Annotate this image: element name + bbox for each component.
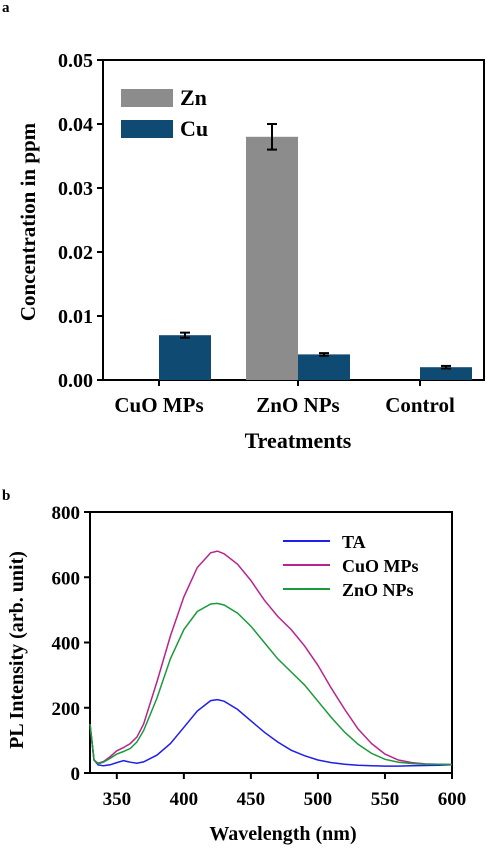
- line-chart-y-ticks: 0 200 400 600 800: [52, 503, 90, 785]
- bar-chart-bars: [159, 123, 472, 380]
- legend-label: Zn: [180, 85, 207, 110]
- panel-b-label: b: [2, 488, 10, 504]
- y-tick-label: 0.04: [58, 114, 93, 136]
- legend-label: Cu: [180, 116, 208, 141]
- legend-label: CuO MPs: [342, 556, 419, 576]
- legend-label: TA: [342, 532, 366, 552]
- bar-zn: [246, 136, 298, 380]
- y-tick-label: 400: [52, 634, 81, 655]
- x-tick-label: 450: [237, 789, 266, 810]
- line-chart-x-ticks: 350 400 450 500 550 600: [103, 773, 467, 810]
- bar-chart-legend: Zn Cu: [121, 85, 208, 141]
- y-tick-label: 0.01: [58, 306, 93, 328]
- series-line-ta: [89, 698, 453, 767]
- line-chart-lines: [89, 550, 453, 767]
- line-chart-frame: [89, 511, 453, 774]
- panel-a-label: a: [2, 0, 10, 16]
- bar-chart-x-axis-label: Treatments: [245, 428, 352, 453]
- y-tick-label: 800: [52, 503, 81, 524]
- line-chart: 0 200 400 600 800 350 400 450 500 550 600 TA CuO M…: [6, 503, 466, 845]
- legend-swatch-zn: [121, 89, 173, 107]
- legend-swatch-cu: [121, 120, 173, 138]
- y-tick-label: 0.00: [58, 370, 93, 392]
- y-tick-label: 200: [52, 699, 81, 720]
- x-tick-label: 600: [438, 789, 467, 810]
- bar-cu: [420, 367, 472, 380]
- line-chart-legend: TA CuO MPs ZnO NPs: [283, 532, 419, 600]
- y-tick-label: 0.05: [58, 50, 93, 72]
- bar-cu: [298, 354, 350, 380]
- x-tick-label: 500: [304, 789, 333, 810]
- x-tick-label: ZnO NPs: [256, 393, 339, 417]
- y-tick-label: 600: [52, 568, 81, 589]
- bar-cu: [159, 335, 211, 380]
- line-chart-x-axis-label: Wavelength (nm): [209, 823, 356, 845]
- line-chart-y-axis-label: PL Intensity (arb. unit): [6, 551, 28, 749]
- x-tick-label: 400: [170, 789, 199, 810]
- bar-chart: 0.000.010.020.030.040.05 CuO MPs ZnO NPs C…: [16, 50, 485, 453]
- series-line-zno-nps: [89, 602, 453, 766]
- x-tick-label: 350: [103, 789, 132, 810]
- x-tick-label: 550: [371, 789, 400, 810]
- y-tick-label: 0.03: [58, 178, 93, 200]
- bar-chart-y-axis-label: Concentration in ppm: [16, 122, 40, 321]
- y-tick-label: 0.02: [58, 242, 93, 264]
- bar-chart-y-ticks: 0.00 0.01 0.02 0.03 0.04 0.05: [58, 50, 103, 392]
- y-tick-label: 0: [71, 764, 81, 785]
- x-tick-label: CuO MPs: [114, 393, 203, 417]
- bar-chart-x-ticks: CuO MPs ZnO NPs Control: [114, 380, 455, 417]
- legend-label: ZnO NPs: [342, 580, 414, 600]
- x-tick-label: Control: [385, 393, 455, 417]
- series-line-cuo-mps: [89, 550, 453, 766]
